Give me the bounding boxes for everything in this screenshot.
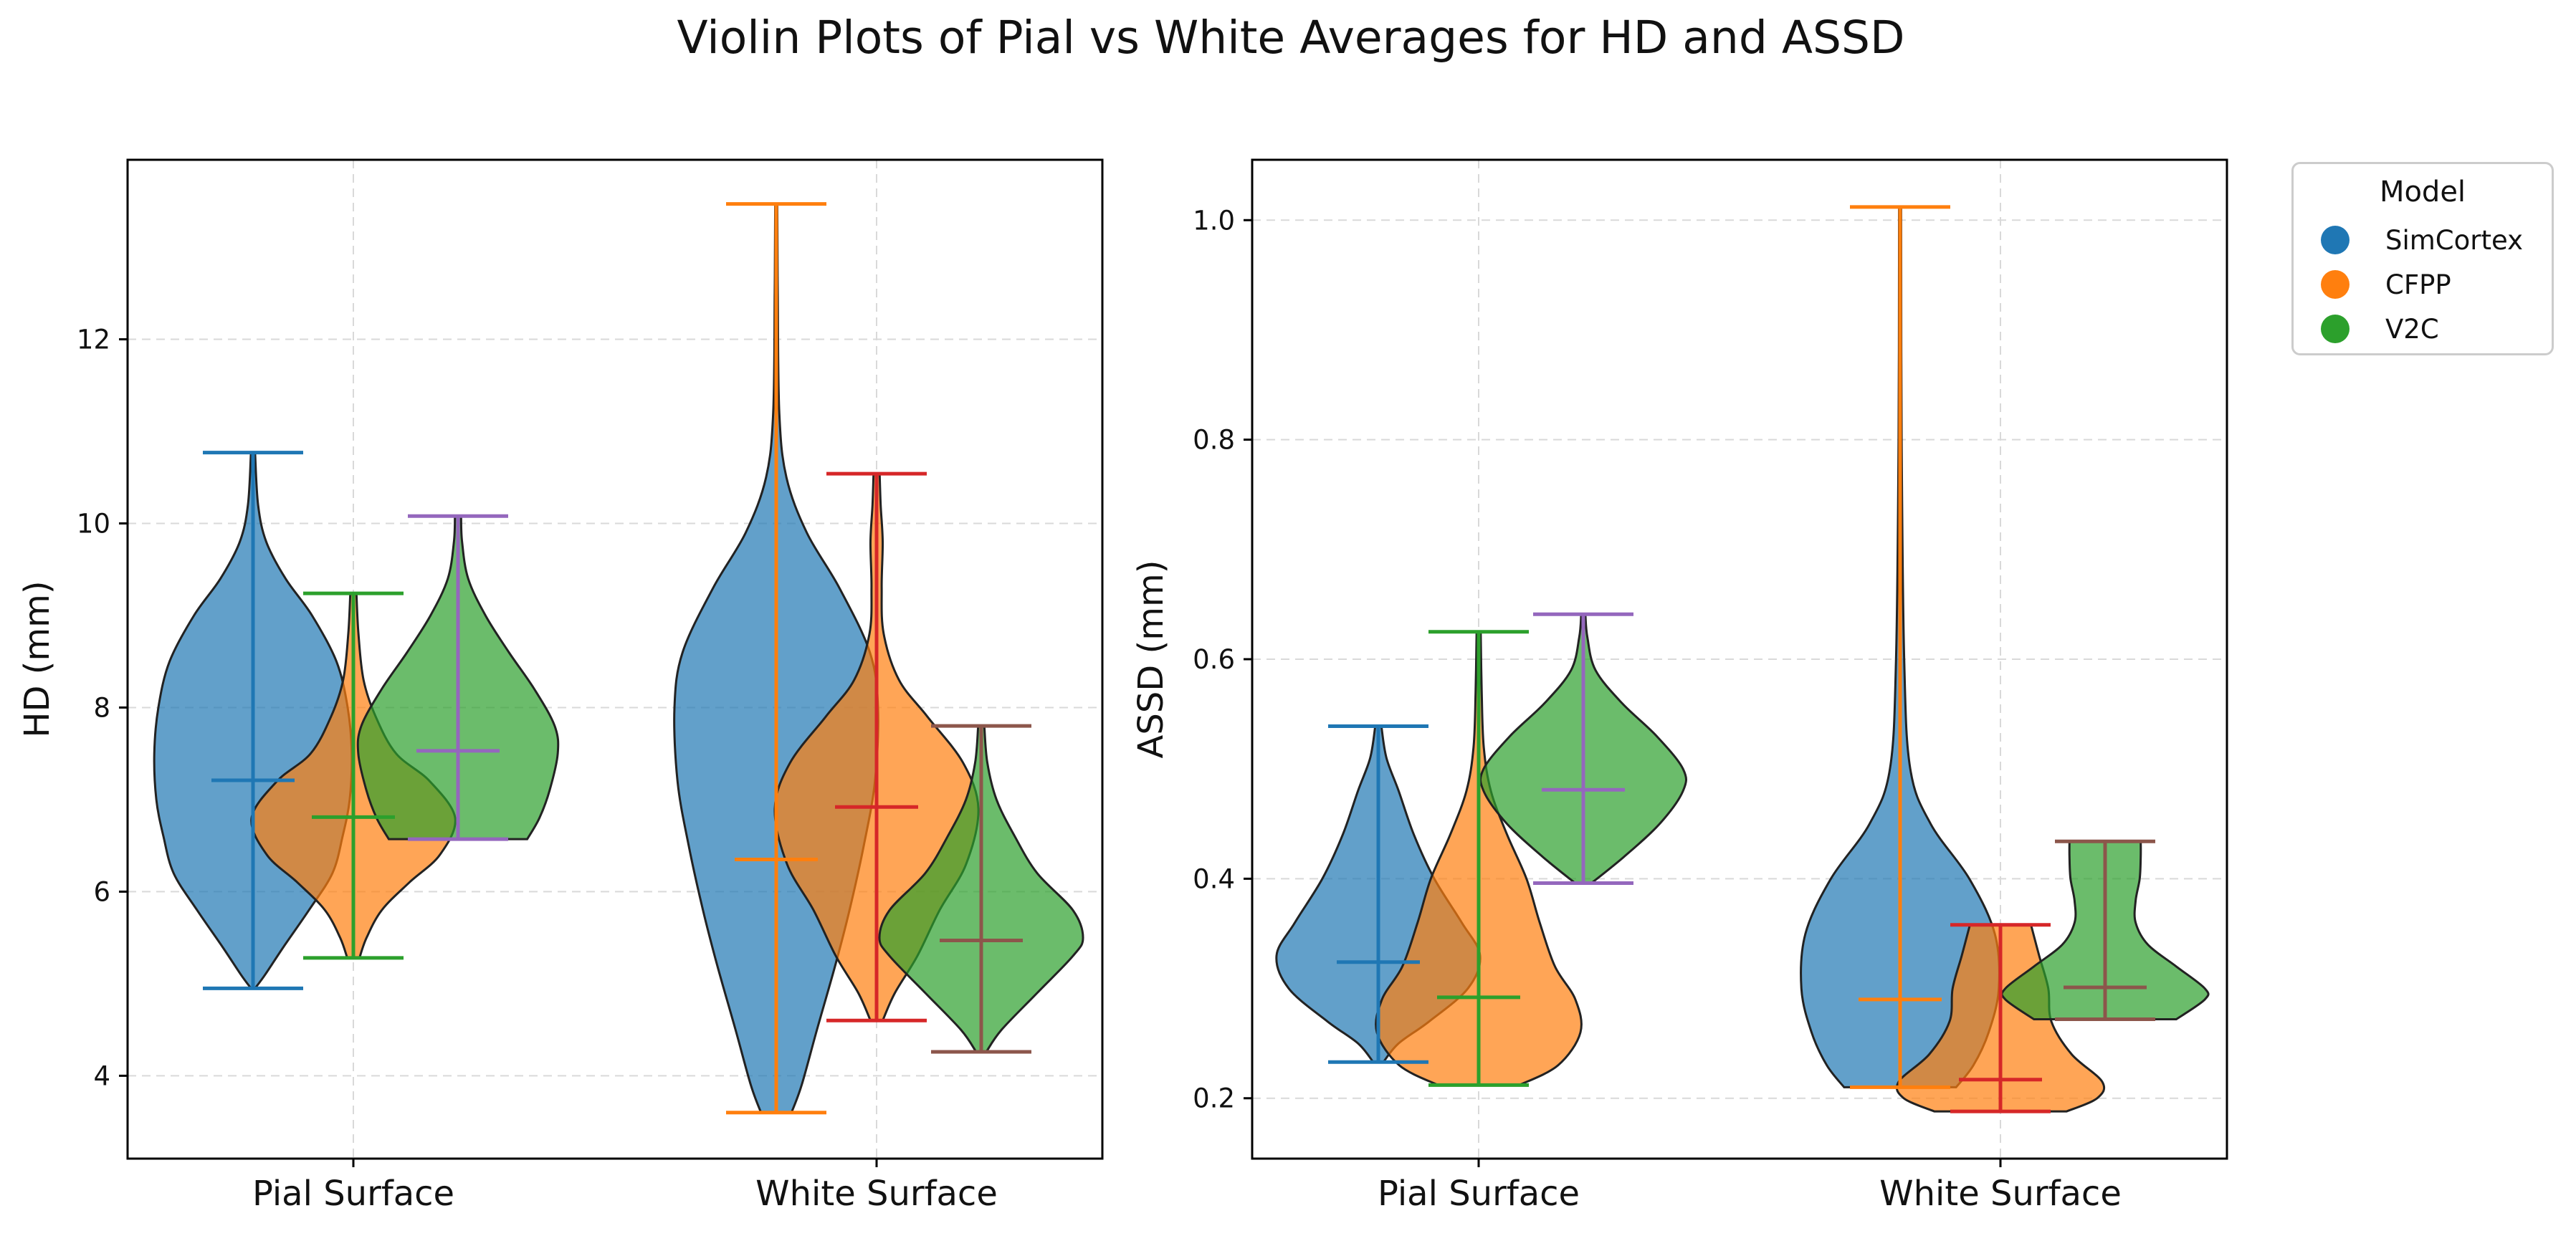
assd-y-tick-label: 1.0: [1193, 205, 1235, 236]
assd-violin-panel: 0.2 0.4 0.6 0.8 1.0 Pial Surface White Surface…: [1131, 158, 2228, 1214]
assd-stat-lines: [1328, 205, 2155, 1113]
assd-y-tick-label: 0.4: [1193, 863, 1235, 894]
hd-axis-ticks: 4 6 8 10 12 Pial Surface White Surface: [77, 325, 998, 1214]
legend-marker-v2c: [2321, 315, 2350, 343]
legend-title: Model: [2379, 176, 2466, 209]
legend-label-simcortex: SimCortex: [2385, 224, 2524, 256]
hd-plot-frame: [126, 158, 1104, 1160]
legend-item-simcortex: SimCortex: [2321, 219, 2523, 262]
assd-y-tick-label: 0.6: [1193, 644, 1235, 675]
legend-label-v2c: V2C: [2385, 313, 2439, 345]
legend-item-v2c: V2C: [2321, 307, 2439, 350]
legend-item-cfpp: CFPP: [2321, 263, 2451, 306]
hd-y-axis-label: HD (mm): [17, 580, 57, 737]
assd-x-tick-label-white-surface: White Surface: [1879, 1174, 2122, 1214]
hd-stat-lines: [203, 202, 1031, 1115]
assd-x-tick-label-pial-surface: Pial Surface: [1378, 1174, 1580, 1214]
figure-title: Violin Plots of Pial vs White Averages f…: [677, 11, 1905, 64]
hd-violin-panel: 4 6 8 10 12 Pial Surface White Surface HD (mm): [17, 158, 1104, 1214]
hd-x-tick-label-pial-surface: Pial Surface: [252, 1174, 454, 1214]
assd-y-tick-label: 0.2: [1193, 1083, 1235, 1114]
assd-y-tick-label: 0.8: [1193, 425, 1235, 456]
legend-marker-simcortex: [2321, 226, 2350, 254]
hd-y-tick-label: 12: [77, 325, 110, 355]
legend: Model SimCortex CFPP V2C: [2291, 162, 2554, 355]
hd-y-tick-label: 8: [93, 692, 110, 723]
hd-violins: [153, 203, 1084, 1114]
hd-x-tick-label-white-surface: White Surface: [755, 1174, 998, 1214]
hd-y-tick-label: 4: [93, 1060, 110, 1091]
hd-y-tick-label: 10: [77, 508, 110, 539]
assd-y-axis-label: ASSD (mm): [1131, 560, 1171, 759]
legend-marker-cfpp: [2321, 270, 2350, 299]
legend-label-cfpp: CFPP: [2385, 269, 2451, 300]
hd-y-tick-label: 6: [93, 876, 110, 907]
assd-axis-ticks: 0.2 0.4 0.6 0.8 1.0 Pial Surface White Surface: [1193, 205, 2122, 1214]
